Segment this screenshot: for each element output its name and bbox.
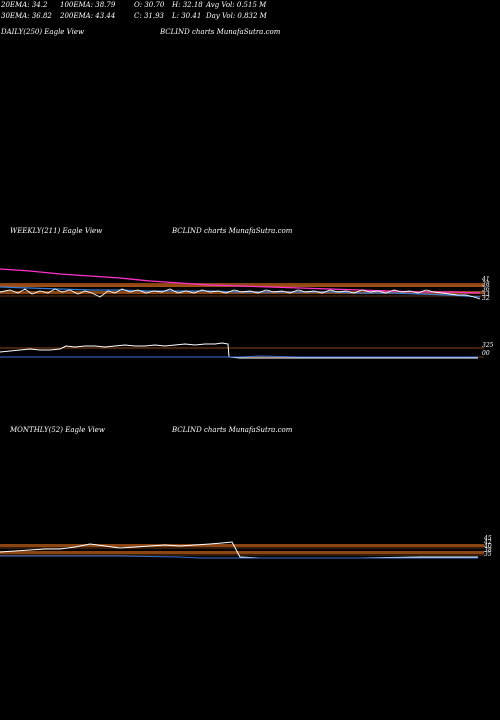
ema30-value: 30EMA: 36.82 xyxy=(1,12,52,20)
day-vol-value: Day Vol: 0.832 M xyxy=(206,12,267,20)
monthly-band-2 xyxy=(0,551,484,554)
monthly-axis-label-5: 35 xyxy=(484,551,492,558)
open-value: O: 30.70 xyxy=(134,1,165,9)
weekly-axis-label-1: 41 xyxy=(481,276,490,283)
weekly-price-line xyxy=(0,288,481,300)
weekly-panel-source: BCLIND charts MunafaSutra.com xyxy=(172,227,293,235)
weekly-band-1 xyxy=(0,283,484,287)
weekly-price-chart: 41 38 36 33 32 xyxy=(0,268,490,302)
weekly-axis-label-2: 38 xyxy=(482,281,490,288)
weekly-axis-label-3: 36 xyxy=(482,286,490,293)
weekly-volume-chart: 325 00 xyxy=(0,342,494,359)
monthly-band-1 xyxy=(0,544,484,547)
ema200-value: 200EMA: 43.44 xyxy=(60,12,116,20)
monthly-chart: 45 42 40 38 35 xyxy=(0,535,492,559)
ema20-value: 20EMA: 34.2 xyxy=(1,1,48,9)
avg-vol-value: Avg Vol: 0.515 M xyxy=(206,1,267,9)
weekly-axis-label-5: 32 xyxy=(482,295,490,302)
high-value: H: 32.18 xyxy=(172,1,203,9)
monthly-axis-label-4: 38 xyxy=(484,547,492,554)
close-value: C: 31.93 xyxy=(134,12,164,20)
monthly-axis-label-1: 45 xyxy=(483,535,492,542)
weekly-ema-short xyxy=(0,286,481,298)
weekly-volume-label-2: 00 xyxy=(482,350,490,357)
daily-panel-source: BCLIND charts MunafaSutra.com xyxy=(160,28,281,36)
ema100-value: 100EMA: 38.79 xyxy=(60,1,116,9)
weekly-volume-line xyxy=(0,342,478,359)
daily-panel-label: DAILY(250) Eagle View xyxy=(1,28,84,36)
weekly-axis-label-4: 33 xyxy=(482,291,490,298)
monthly-axis-label-3: 40 xyxy=(483,543,492,550)
monthly-panel-label: MONTHLY(52) Eagle View xyxy=(10,426,105,434)
monthly-ema-line xyxy=(0,555,478,559)
monthly-panel-source: BCLIND charts MunafaSutra.com xyxy=(172,426,293,434)
monthly-axis-label-2: 42 xyxy=(483,539,492,546)
weekly-volume-label-1: 325 xyxy=(482,342,494,349)
low-value: L: 30.41 xyxy=(172,12,202,20)
weekly-volume-base xyxy=(0,355,478,358)
weekly-panel-label: WEEKLY(211) Eagle View xyxy=(10,227,103,235)
